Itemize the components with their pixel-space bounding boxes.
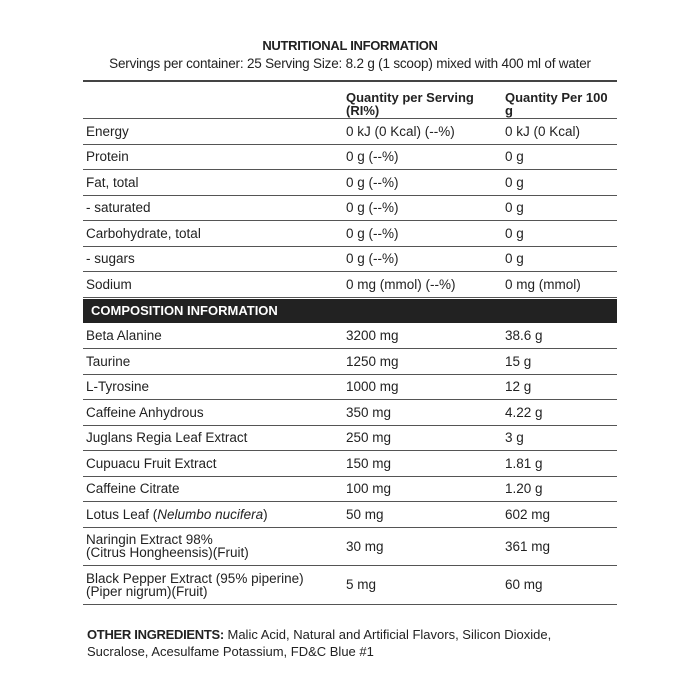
row-name: Carbohydrate, total (83, 226, 346, 241)
row-per-100g: 361 mg (505, 538, 551, 554)
row-per-100g: 3 g (505, 430, 524, 446)
row-name-line2: (Piper nigrum)(Fruit) (86, 583, 208, 599)
row-per-100g: 602 mg (505, 506, 551, 522)
row-name: Beta Alanine (83, 328, 346, 343)
row-per-serving: 0 g (--%) (346, 174, 399, 190)
row-name-text: Sodium (86, 276, 132, 292)
row-per-100g: 0 g (505, 200, 524, 216)
row-per-100g: 15 g (505, 353, 532, 369)
row-per-100g: 0 g (505, 149, 524, 165)
row-per-serving: 100 mg (346, 481, 392, 497)
other-ingredients: OTHER INGREDIENTS: Malic Acid, Natural a… (87, 626, 607, 660)
other-ingredients-label: OTHER INGREDIENTS: (87, 627, 224, 642)
row-name: - saturated (83, 200, 346, 215)
row-name: Caffeine Anhydrous (83, 405, 346, 420)
header-per-100g: Quantity Per 100 g (505, 90, 608, 118)
row-name: Sodium (83, 277, 346, 292)
table-row: - saturated 0 g (--%) 0 g (83, 196, 617, 221)
table-header: Quantity per Serving (RI%) Quantity Per … (83, 82, 617, 119)
row-per-serving: 1250 mg (346, 353, 399, 369)
row-per-serving: 1000 mg (346, 379, 399, 395)
row-per-serving: 0 mg (mmol) (--%) (346, 276, 456, 292)
row-per-100g: 0 g (505, 225, 524, 241)
row-name-text: Protein (86, 149, 129, 165)
row-per-serving: 0 g (--%) (346, 200, 399, 216)
row-name-text: Lotus Leaf ( (86, 506, 158, 522)
row-name-text: Juglans Regia Leaf Extract (86, 430, 248, 446)
table-row: Caffeine Citrate 100 mg 1.20 g (83, 477, 617, 502)
table-row: Cupuacu Fruit Extract 150 mg 1.81 g (83, 451, 617, 477)
row-name: Energy (83, 124, 346, 139)
row-name-text: Black Pepper Extract (95% piperine) (86, 570, 304, 586)
table-row: Caffeine Anhydrous 350 mg 4.22 g (83, 400, 617, 426)
row-name: - sugars (83, 251, 346, 266)
header-per-serving: Quantity per Serving (RI%) (346, 90, 474, 118)
row-per-serving: 250 mg (346, 430, 392, 446)
row-name-text: Beta Alanine (86, 328, 162, 344)
row-per-serving: 5 mg (346, 577, 377, 593)
row-name-text: Caffeine Citrate (86, 481, 180, 497)
row-per-serving: 0 g (--%) (346, 225, 399, 241)
row-per-serving: 350 mg (346, 404, 392, 420)
row-name-line2: (Citrus Hongheensis)(Fruit) (86, 545, 249, 561)
table-row: Black Pepper Extract (95% piperine) (Pipe… (83, 566, 617, 605)
row-per-serving: 0 g (--%) (346, 149, 399, 165)
row-per-100g: 1.81 g (505, 455, 543, 471)
table-row: Energy 0 kJ (0 Kcal) (--%) 0 kJ (0 Kcal) (83, 119, 617, 145)
row-name: Taurine (83, 354, 346, 369)
table-row: Sodium 0 mg (mmol) (--%) 0 mg (mmol) (83, 272, 617, 298)
row-per-100g: 12 g (505, 379, 532, 395)
row-name: Lotus Leaf (Nelumbo nucifera) (83, 507, 346, 522)
serving-info: Servings per container: 25 Serving Size:… (109, 56, 591, 71)
row-name-end: ) (263, 506, 268, 522)
row-name-text: Fat, total (86, 174, 139, 190)
table-row: L-Tyrosine 1000 mg 12 g (83, 375, 617, 400)
row-name-italic: Nelumbo nucifera (157, 506, 264, 522)
table-row: Beta Alanine 3200 mg 38.6 g (83, 324, 617, 349)
row-name: Juglans Regia Leaf Extract (83, 430, 346, 445)
row-name-text: Naringin Extract 98% (86, 532, 213, 548)
row-per-100g: 38.6 g (505, 328, 543, 344)
page-title: NUTRITIONAL INFORMATION (262, 38, 438, 53)
row-per-100g: 4.22 g (505, 404, 543, 420)
table-row: Fat, total 0 g (--%) 0 g (83, 170, 617, 196)
row-name: Fat, total (83, 175, 346, 190)
table-row: Lotus Leaf (Nelumbo nucifera) 50 mg 602 mg (83, 502, 617, 528)
nutrition-table: Quantity per Serving (RI%) Quantity Per … (83, 80, 617, 605)
row-name-text: Carbohydrate, total (86, 225, 201, 241)
row-name-text: Cupuacu Fruit Extract (86, 455, 217, 471)
row-per-serving: 150 mg (346, 455, 392, 471)
row-name: Protein (83, 149, 346, 164)
row-name: Black Pepper Extract (95% piperine) (Pipe… (83, 570, 346, 599)
row-name: Cupuacu Fruit Extract (83, 456, 346, 471)
row-name-text: Energy (86, 123, 129, 139)
table-row: Taurine 1250 mg 15 g (83, 349, 617, 375)
table-row: Juglans Regia Leaf Extract 250 mg 3 g (83, 426, 617, 451)
row-per-100g: 0 g (505, 251, 524, 267)
row-per-100g: 0 mg (mmol) (505, 276, 581, 292)
row-name-text: Caffeine Anhydrous (86, 404, 204, 420)
row-name-text: Taurine (86, 353, 131, 369)
row-per-100g: 60 mg (505, 577, 543, 593)
row-name-text: - sugars (86, 251, 135, 267)
table-row: Naringin Extract 98% (Citrus Hongheensis)… (83, 528, 617, 566)
row-name: Caffeine Citrate (83, 481, 346, 496)
row-per-serving: 50 mg (346, 506, 384, 522)
row-name-text: L-Tyrosine (86, 379, 150, 395)
other-ingredients-text: Malic Acid, Natural and Artificial Flavo… (87, 627, 552, 659)
row-per-serving: 30 mg (346, 538, 384, 554)
row-name: Naringin Extract 98% (Citrus Hongheensis)… (83, 532, 346, 561)
row-name: L-Tyrosine (83, 379, 346, 394)
row-name-text: - saturated (86, 200, 151, 216)
table-row: Protein 0 g (--%) 0 g (83, 145, 617, 170)
row-per-100g: 0 kJ (0 Kcal) (505, 123, 581, 139)
row-per-serving: 3200 mg (346, 328, 399, 344)
row-per-serving: 0 g (--%) (346, 251, 399, 267)
table-row: Carbohydrate, total 0 g (--%) 0 g (83, 221, 617, 247)
table-row: - sugars 0 g (--%) 0 g (83, 247, 617, 272)
row-per-serving: 0 kJ (0 Kcal) (--%) (346, 123, 455, 139)
row-per-100g: 0 g (505, 174, 524, 190)
composition-header: COMPOSITION INFORMATION (83, 298, 617, 323)
row-per-100g: 1.20 g (505, 481, 543, 497)
